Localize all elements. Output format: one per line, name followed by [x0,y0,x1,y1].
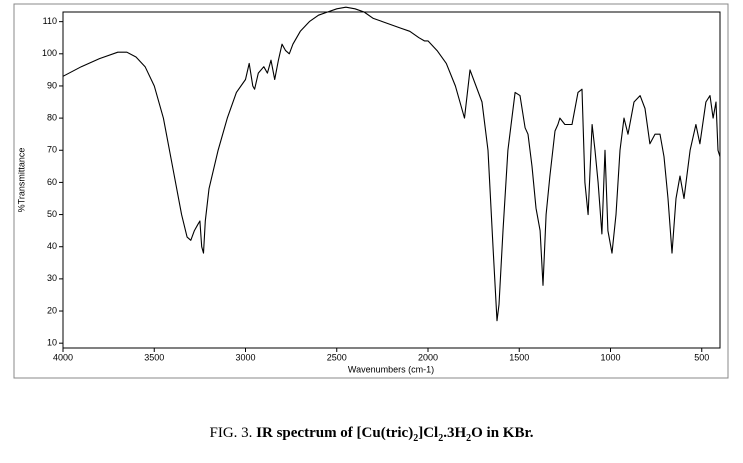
y-tick-label: 10 [47,338,57,348]
x-tick-label: 1500 [509,352,529,362]
y-tick-label: 70 [47,145,57,155]
x-tick-label: 2500 [327,352,347,362]
spectrum-line [62,6,721,322]
y-tick-label: 20 [47,305,57,315]
caption-text: ]Cl [418,425,439,441]
x-tick-label: 3500 [144,352,164,362]
x-tick-label: 4000 [53,352,73,362]
y-tick-label: 60 [47,177,57,187]
y-axis-label: %Transmittance [16,148,26,213]
x-axis-label: Wavenumbers (cm-1) [348,364,434,374]
y-tick-label: 40 [47,241,57,251]
x-tick-label: 3000 [235,352,255,362]
caption: FIG. 3. IR spectrum of [Cu(tric)2]Cl2.3H… [0,425,743,444]
x-tick-label: 1000 [600,352,620,362]
caption-text: IR spectrum of [Cu(tric) [256,425,414,441]
x-tick-label: 500 [694,352,709,362]
caption-text: .3H [443,425,467,441]
frame [13,3,729,379]
caption-text: 2 [438,433,444,444]
caption-label: FIG. 3. [209,425,253,441]
y-tick-label: 80 [47,112,57,122]
plot-area [62,11,721,349]
y-tick-label: 90 [47,80,57,90]
y-tick-label: 30 [47,273,57,283]
x-tick-label: 2000 [418,352,438,362]
y-tick-label: 110 [43,16,57,26]
chart: Wavenumbers (cm-1) %Transmittance 10 20 30… [13,3,729,379]
caption-text: 2 [466,433,472,444]
caption-text: 2 [413,433,419,444]
caption-text: O in KBr. [471,425,534,441]
y-tick-label: 100 [42,48,57,58]
y-tick-label: 50 [47,209,57,219]
